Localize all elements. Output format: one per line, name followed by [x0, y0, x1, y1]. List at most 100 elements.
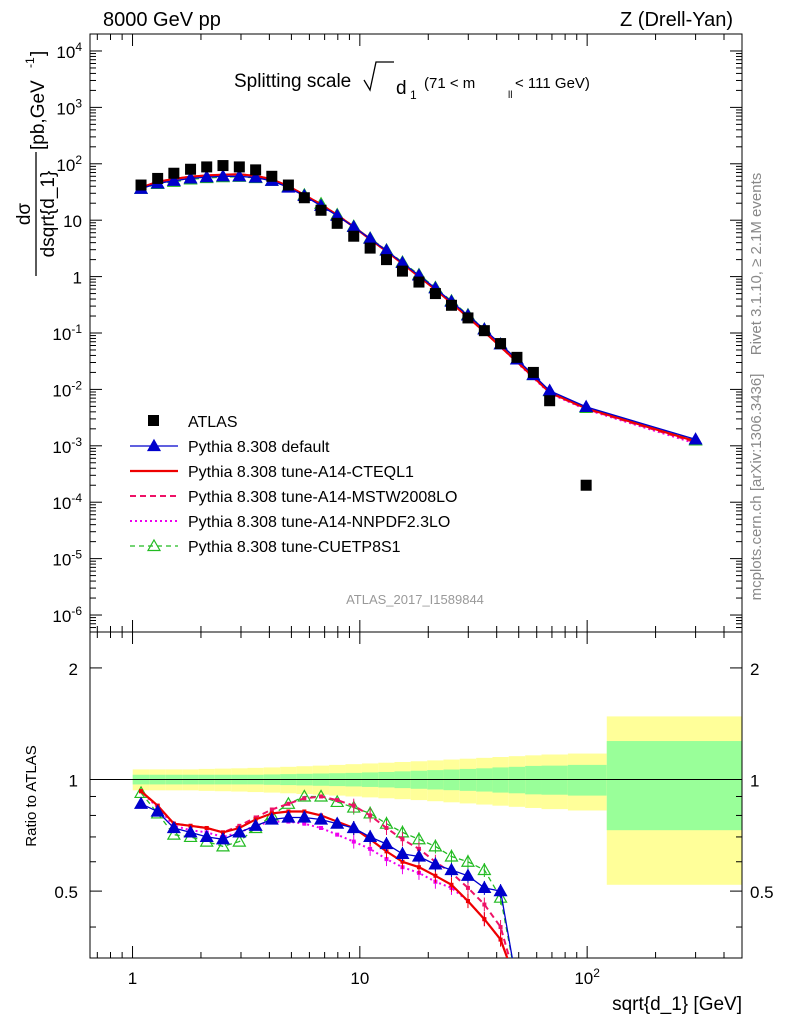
ratio-marker	[444, 862, 459, 876]
y-tick-label-exp: -4	[71, 491, 82, 505]
y-tick-label: 1	[73, 269, 82, 288]
header-process: Z (Drell-Yan)	[620, 9, 733, 31]
series-line	[140, 176, 696, 441]
x-tick-label-group: 1 10 102	[128, 966, 600, 988]
mcplots-label: mcplots.cern.ch [arXiv:1306.3436]	[748, 374, 765, 601]
series-marker	[199, 169, 214, 183]
atlas-point	[266, 170, 278, 182]
legend-item: Pythia 8.308 default	[130, 438, 330, 456]
atlas-point	[527, 366, 539, 378]
y-tick-label-base: 10	[56, 43, 75, 62]
y-tick-label: 10-2	[52, 378, 82, 400]
plot-title-prefix: Splitting scale	[234, 71, 351, 92]
ratio-marker	[363, 829, 378, 843]
ratio-marker	[477, 862, 492, 876]
series-marker	[248, 170, 263, 183]
x-tick-label: 10	[350, 969, 369, 988]
atlas-point	[250, 164, 262, 176]
y-tick-label-base: 10	[56, 156, 75, 175]
x-label: sqrt{d_1} [GeV]	[612, 994, 742, 1015]
ratio-point	[498, 925, 503, 930]
y-tick-label-exp: 4	[75, 40, 82, 54]
ratio-point	[482, 902, 487, 907]
atlas-point	[462, 312, 474, 324]
y-tick-label-exp: -5	[71, 548, 82, 562]
ratio-point	[319, 794, 324, 799]
ratio-point	[368, 846, 373, 851]
y-tick-label-exp: -2	[71, 378, 82, 392]
legend-label: Pythia 8.308 tune-A14-MSTW2008LO	[188, 489, 457, 506]
legend-item: Pythia 8.308 tune-CUETP8S1	[130, 538, 401, 556]
atlas-point	[364, 242, 376, 254]
ratio-marker	[297, 789, 312, 802]
ratio-point	[139, 789, 144, 794]
ratio-point	[482, 917, 487, 922]
atlas-point	[217, 160, 229, 172]
plot-title-range-end: < 111 GeV)	[515, 75, 590, 92]
x-tick-label: 1	[128, 969, 137, 988]
ratio-y-tick-label-right: 2	[750, 660, 759, 679]
series-2	[140, 173, 696, 443]
band-inner-bin	[567, 764, 607, 796]
ratio-marker	[511, 978, 523, 989]
y-tick-label-base: 10	[52, 438, 71, 457]
legend-marker	[148, 415, 159, 426]
ratio-frame	[89, 631, 743, 959]
legend-item: Pythia 8.308 tune-A14-MSTW2008LO	[130, 489, 457, 506]
atlas-point	[201, 161, 213, 173]
ratio-marker	[248, 818, 263, 831]
ratio-marker	[444, 849, 459, 862]
legend-item: Pythia 8.308 tune-A14-CTEQL1	[130, 464, 414, 481]
band-inner-bin	[541, 765, 568, 795]
main-series-area	[134, 160, 703, 491]
ratio-point	[368, 813, 373, 818]
ratio-marker	[232, 825, 247, 838]
y-tick-label: 10-1	[52, 322, 82, 344]
atlas-point	[413, 276, 425, 288]
ratio-marker	[493, 890, 508, 903]
y-label-unit-sup: -1	[23, 57, 37, 68]
atlas-point	[135, 179, 147, 191]
ratio-y-tick-label-right: 1	[750, 772, 759, 791]
y-tick-label-base: 10	[52, 607, 71, 626]
series-line	[140, 173, 696, 445]
y-tick-label: 102	[56, 153, 82, 175]
series-1	[134, 169, 703, 445]
ratio-marker	[428, 857, 443, 870]
series-marker	[579, 399, 594, 412]
series-marker	[166, 173, 181, 186]
ratio-point	[302, 821, 307, 826]
y-tick-label: 10-4	[52, 491, 82, 513]
header-energy: 8000 GeV pp	[103, 9, 221, 31]
legend-label: ATLAS	[188, 414, 238, 431]
atlas-point	[315, 204, 327, 216]
y-tick-label-base: 10	[52, 325, 71, 344]
ratio-marker	[346, 820, 361, 834]
ratio-series-1	[139, 789, 509, 958]
ratio-series-0	[134, 796, 523, 989]
ratio-marker	[493, 883, 508, 897]
legend-label: Pythia 8.308 default	[188, 439, 330, 456]
series-marker	[232, 169, 247, 182]
series-line	[140, 173, 696, 443]
legend-marker	[146, 538, 162, 552]
atlas-point	[152, 172, 164, 184]
y-label-unit-end: ]	[28, 51, 49, 56]
atlas-point	[445, 299, 457, 311]
plot-title: Splitting scale d 1 (71 < m ll < 111 GeV…	[234, 61, 590, 102]
ratio-point	[465, 899, 470, 904]
legend-label: Pythia 8.308 tune-A14-NNPDF2.3LO	[188, 514, 450, 531]
ratio-point	[351, 803, 356, 808]
ratio-marker	[314, 812, 329, 825]
ratio-marker	[215, 839, 231, 852]
atlas-point	[511, 351, 523, 363]
series-line	[140, 173, 696, 444]
ratio-marker	[232, 834, 247, 847]
ratio-point	[351, 839, 356, 844]
ratio-point	[286, 801, 291, 806]
series-marker	[215, 169, 231, 182]
analysis-tag: ATLAS_2017_I1589844	[346, 592, 484, 607]
ratio-point	[335, 798, 340, 803]
ratio-point	[335, 832, 340, 837]
